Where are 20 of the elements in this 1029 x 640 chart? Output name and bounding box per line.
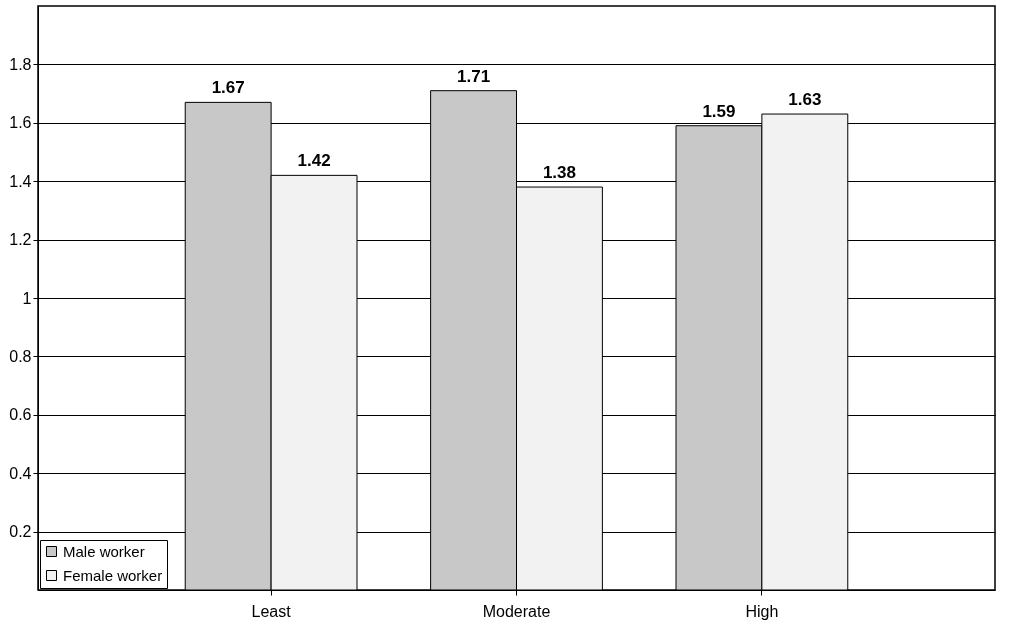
- y-tick-label: 1.2: [9, 231, 32, 249]
- x-tick-label: Moderate: [482, 602, 551, 620]
- data-label: 1.63: [788, 90, 822, 110]
- y-tick-label: 1.6: [9, 114, 32, 132]
- y-tick-label: 0.6: [9, 406, 32, 424]
- y-tick-label: 0.4: [9, 464, 32, 482]
- legend-label: Female worker: [63, 566, 163, 584]
- legend-label: Male worker: [63, 542, 145, 560]
- y-tick-label: 1: [22, 289, 32, 307]
- y-tick-label: 0.8: [9, 347, 32, 365]
- x-tick-label: Least: [251, 602, 292, 620]
- y-tick-label: 1.4: [9, 172, 32, 190]
- data-label: 1.42: [297, 151, 331, 171]
- x-tick-label: High: [745, 602, 779, 620]
- data-label: 1.38: [542, 163, 576, 183]
- data-label: 1.71: [457, 66, 491, 86]
- y-tick-label: 0.2: [9, 523, 32, 541]
- data-label: 1.67: [211, 78, 245, 98]
- y-tick-label: 1.8: [9, 55, 32, 73]
- data-label: 1.59: [702, 101, 736, 121]
